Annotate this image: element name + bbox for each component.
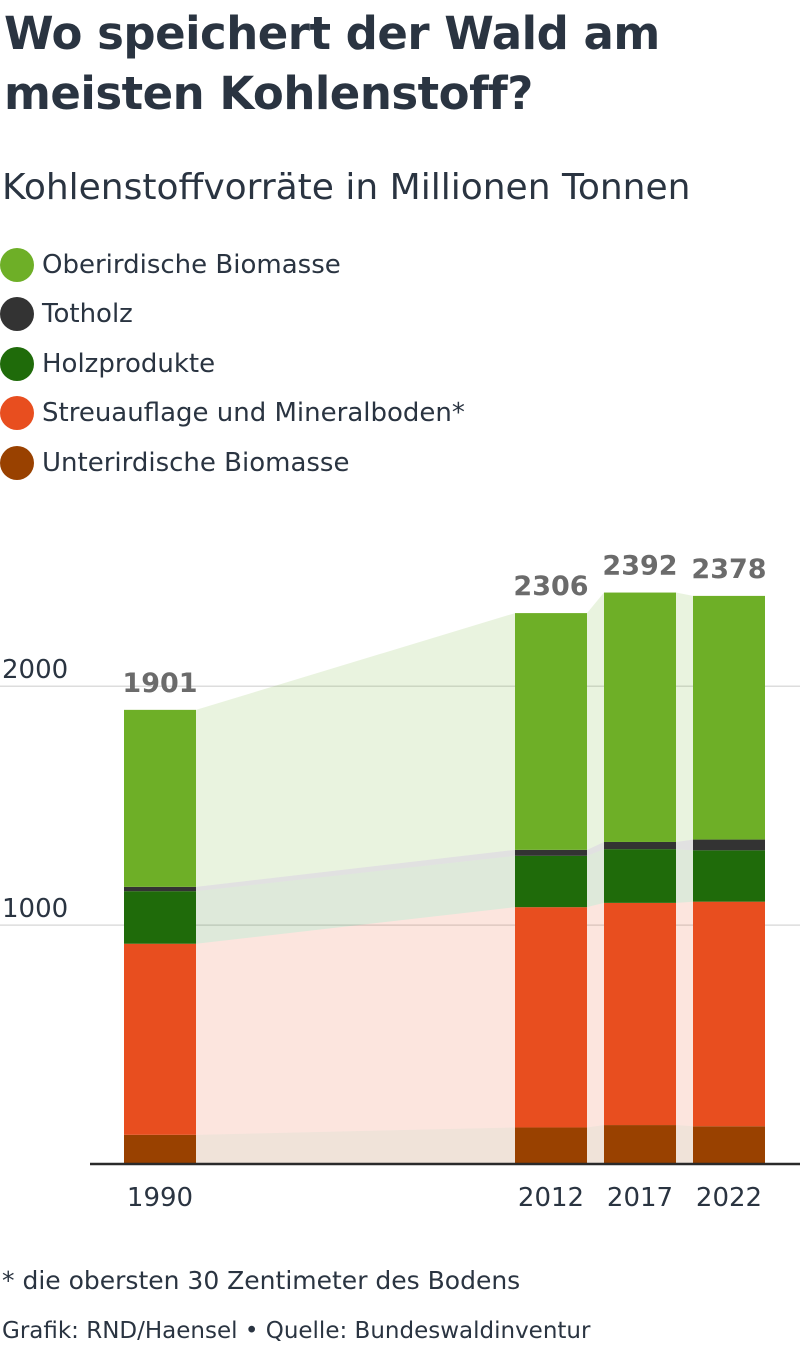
connector-area xyxy=(587,1125,604,1164)
connector-area xyxy=(196,849,515,892)
connector-area xyxy=(676,592,693,842)
legend-swatch xyxy=(0,445,34,480)
bar-segment xyxy=(604,592,676,842)
bar-segment xyxy=(693,850,765,902)
connector-area xyxy=(587,841,604,856)
connector-area xyxy=(587,592,604,850)
x-tick-label: 2012 xyxy=(518,1183,584,1213)
connector-area xyxy=(196,1127,515,1164)
legend-item-holzprodukte: Holzprodukte xyxy=(0,339,465,389)
x-tick-label: 1990 xyxy=(127,1183,193,1213)
y-tick-label: 1000 xyxy=(2,894,68,924)
bar-segment xyxy=(124,943,196,1135)
bar-segment xyxy=(515,1127,587,1164)
chart-title: Wo speichert der Wald am meisten Kohlens… xyxy=(4,7,660,120)
legend-label: Oberirdische Biomasse xyxy=(42,249,341,280)
bar-segment xyxy=(693,839,765,851)
total-label: 2392 xyxy=(602,551,677,582)
bar-segment xyxy=(604,849,676,903)
bar-segment xyxy=(693,595,765,840)
bar-segment xyxy=(124,1134,196,1164)
legend-label: Unterirdische Biomasse xyxy=(42,447,350,478)
connector-area xyxy=(676,1125,693,1164)
connector-area xyxy=(196,907,515,1135)
legend-item-unterirdische-biomasse: Unterirdische Biomasse xyxy=(0,438,465,488)
connector-area xyxy=(676,849,693,903)
bar-segment xyxy=(693,901,765,1127)
legend-swatch xyxy=(0,247,34,282)
bar-segment xyxy=(693,1126,765,1164)
connector-area xyxy=(676,901,693,1127)
x-tick-label: 2022 xyxy=(696,1183,762,1213)
legend-label: Totholz xyxy=(42,299,133,330)
bar-segment xyxy=(515,613,587,850)
x-tick-label: 2017 xyxy=(607,1183,673,1213)
total-label: 1901 xyxy=(122,668,197,699)
bar-segment xyxy=(515,907,587,1128)
bar-segment xyxy=(124,709,196,887)
connector-area xyxy=(196,613,515,887)
connector-area xyxy=(196,855,515,944)
connector-area xyxy=(587,902,604,1128)
legend-item-oberirdische-biomasse: Oberirdische Biomasse xyxy=(0,240,465,290)
bar-segment xyxy=(604,902,676,1126)
legend: Oberirdische Biomasse Totholz Holzproduk… xyxy=(0,240,465,488)
connector-area xyxy=(587,849,604,908)
bar-segment xyxy=(604,1125,676,1164)
legend-swatch xyxy=(0,297,34,332)
legend-swatch xyxy=(0,346,34,381)
legend-item-totholz: Totholz xyxy=(0,290,465,340)
bar-segment xyxy=(124,886,196,892)
bar-segment xyxy=(515,849,587,856)
bar-segment xyxy=(515,855,587,908)
legend-label: Streuauflage und Mineralboden* xyxy=(42,398,465,429)
footnote: * die obersten 30 Zentimeter des Bodens xyxy=(2,1266,521,1295)
legend-label: Holzprodukte xyxy=(42,348,216,379)
y-tick-label: 2000 xyxy=(2,655,68,685)
source-credit: Grafik: RND/Haensel • Quelle: Bundeswald… xyxy=(2,1318,591,1344)
bar-segment xyxy=(604,841,676,850)
stacked-bar-chart: 1000 2000 1901 1990 2306 2012 2392 2017 2378 2022 xyxy=(0,551,800,1213)
total-label: 2306 xyxy=(513,571,588,602)
connector-area xyxy=(676,839,693,851)
legend-swatch xyxy=(0,396,34,431)
chart-subtitle: Kohlenstoffvorräte in Millionen Tonnen xyxy=(2,167,691,208)
legend-item-streuauflage: Streuauflage und Mineralboden* xyxy=(0,389,465,439)
total-label: 2378 xyxy=(691,554,766,585)
bar-segment xyxy=(124,891,196,944)
